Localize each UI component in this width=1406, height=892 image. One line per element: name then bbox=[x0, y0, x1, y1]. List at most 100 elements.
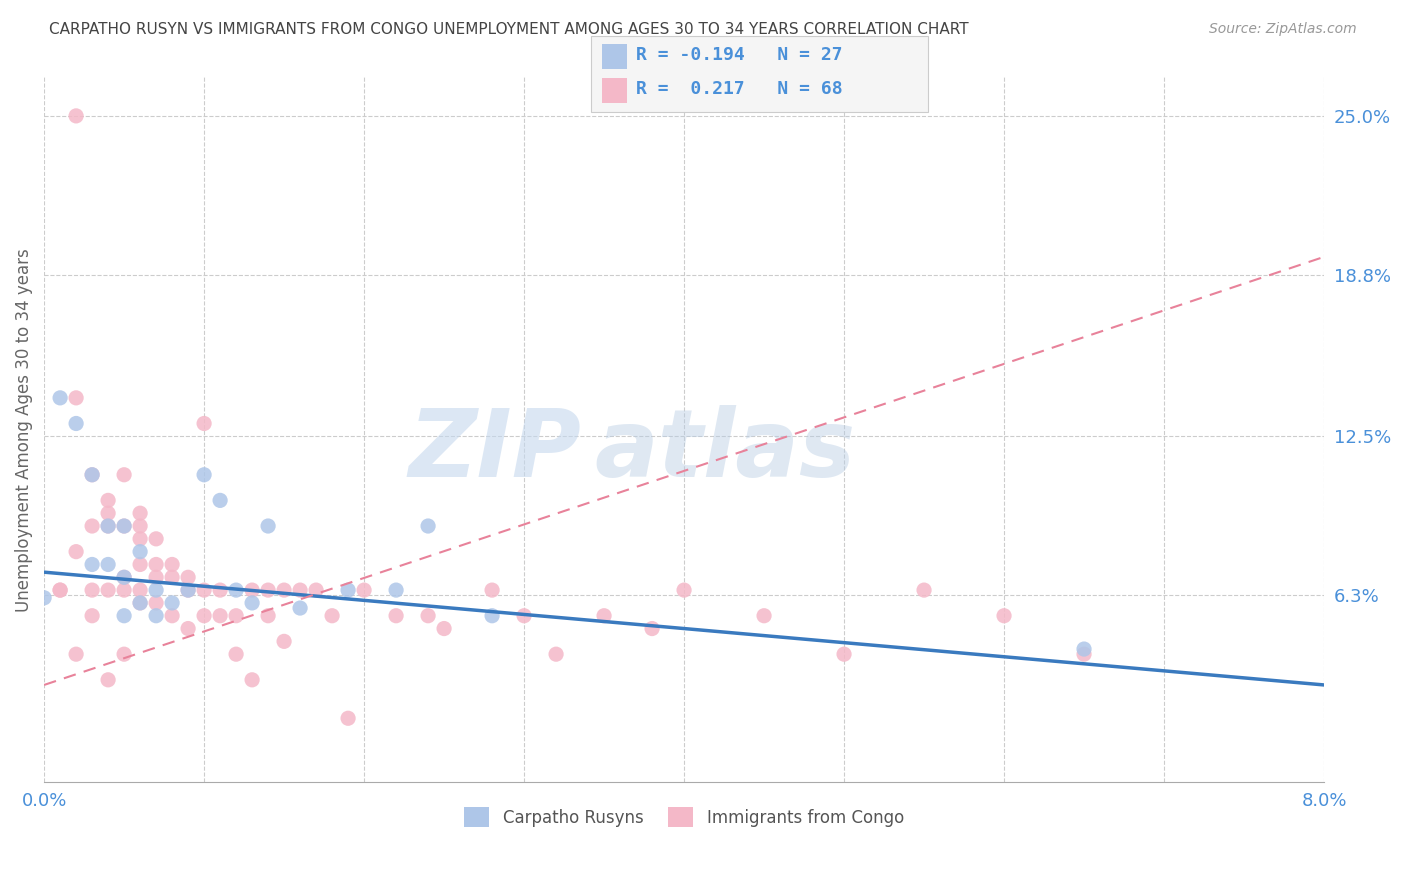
Point bbox=[65, 109, 87, 123]
Point bbox=[546, 647, 568, 661]
Point bbox=[145, 583, 167, 598]
Point bbox=[209, 493, 232, 508]
Point bbox=[288, 583, 311, 598]
Point bbox=[129, 519, 152, 533]
Point bbox=[177, 570, 200, 584]
Point bbox=[112, 647, 135, 661]
Point bbox=[752, 608, 775, 623]
Point bbox=[32, 591, 55, 605]
Point bbox=[993, 608, 1015, 623]
Point bbox=[593, 608, 616, 623]
Point bbox=[193, 608, 215, 623]
Point bbox=[1073, 647, 1095, 661]
Point bbox=[673, 583, 696, 598]
Point bbox=[481, 608, 503, 623]
Point bbox=[177, 622, 200, 636]
Point bbox=[129, 532, 152, 546]
Point bbox=[145, 558, 167, 572]
Point bbox=[82, 583, 104, 598]
Point bbox=[65, 391, 87, 405]
Point bbox=[257, 608, 280, 623]
Point bbox=[129, 596, 152, 610]
Point bbox=[65, 544, 87, 558]
Text: R = -0.194   N = 27: R = -0.194 N = 27 bbox=[636, 46, 842, 64]
Point bbox=[49, 583, 72, 598]
Point bbox=[337, 583, 360, 598]
Point bbox=[112, 583, 135, 598]
Point bbox=[385, 608, 408, 623]
Point bbox=[240, 596, 263, 610]
Point bbox=[97, 583, 120, 598]
Point bbox=[481, 583, 503, 598]
Point bbox=[97, 673, 120, 687]
Point bbox=[49, 583, 72, 598]
Point bbox=[129, 506, 152, 520]
Point bbox=[416, 608, 439, 623]
Point bbox=[82, 467, 104, 482]
Point bbox=[240, 583, 263, 598]
Point bbox=[97, 493, 120, 508]
Point bbox=[97, 519, 120, 533]
Point bbox=[112, 519, 135, 533]
Point bbox=[321, 608, 343, 623]
Point bbox=[129, 596, 152, 610]
Point bbox=[145, 608, 167, 623]
Point bbox=[240, 673, 263, 687]
Point bbox=[49, 391, 72, 405]
Point bbox=[257, 583, 280, 598]
Point bbox=[353, 583, 375, 598]
Point bbox=[177, 583, 200, 598]
Point bbox=[257, 519, 280, 533]
Point bbox=[112, 570, 135, 584]
Point bbox=[912, 583, 935, 598]
Point bbox=[145, 532, 167, 546]
Point bbox=[641, 622, 664, 636]
Point bbox=[305, 583, 328, 598]
Point bbox=[209, 583, 232, 598]
Point bbox=[129, 544, 152, 558]
Text: R =  0.217   N = 68: R = 0.217 N = 68 bbox=[636, 80, 842, 98]
Point bbox=[82, 519, 104, 533]
Point bbox=[193, 583, 215, 598]
Point bbox=[832, 647, 855, 661]
Point bbox=[160, 558, 183, 572]
Point bbox=[288, 601, 311, 615]
Point bbox=[433, 622, 456, 636]
Point bbox=[193, 417, 215, 431]
Point bbox=[385, 583, 408, 598]
Point bbox=[112, 519, 135, 533]
Legend: Carpatho Rusyns, Immigrants from Congo: Carpatho Rusyns, Immigrants from Congo bbox=[457, 800, 911, 834]
Point bbox=[112, 570, 135, 584]
Point bbox=[416, 519, 439, 533]
Point bbox=[209, 608, 232, 623]
Point bbox=[145, 570, 167, 584]
Point bbox=[97, 506, 120, 520]
Point bbox=[82, 467, 104, 482]
Point bbox=[193, 467, 215, 482]
Text: Source: ZipAtlas.com: Source: ZipAtlas.com bbox=[1209, 22, 1357, 37]
Point bbox=[97, 558, 120, 572]
Text: CARPATHO RUSYN VS IMMIGRANTS FROM CONGO UNEMPLOYMENT AMONG AGES 30 TO 34 YEARS C: CARPATHO RUSYN VS IMMIGRANTS FROM CONGO … bbox=[49, 22, 969, 37]
Point bbox=[160, 608, 183, 623]
Point bbox=[513, 608, 536, 623]
Point bbox=[225, 647, 247, 661]
Point bbox=[1073, 642, 1095, 657]
Y-axis label: Unemployment Among Ages 30 to 34 years: Unemployment Among Ages 30 to 34 years bbox=[15, 248, 32, 612]
Point bbox=[129, 558, 152, 572]
Point bbox=[177, 583, 200, 598]
Point bbox=[112, 467, 135, 482]
Point bbox=[160, 596, 183, 610]
Point bbox=[97, 519, 120, 533]
Point bbox=[145, 596, 167, 610]
Point bbox=[82, 608, 104, 623]
Text: atlas: atlas bbox=[595, 405, 856, 497]
Text: ZIP: ZIP bbox=[409, 405, 582, 497]
Point bbox=[112, 608, 135, 623]
Point bbox=[273, 583, 295, 598]
Point bbox=[82, 558, 104, 572]
Point bbox=[65, 417, 87, 431]
Point bbox=[65, 647, 87, 661]
Point bbox=[160, 570, 183, 584]
Point bbox=[273, 634, 295, 648]
Point bbox=[225, 608, 247, 623]
